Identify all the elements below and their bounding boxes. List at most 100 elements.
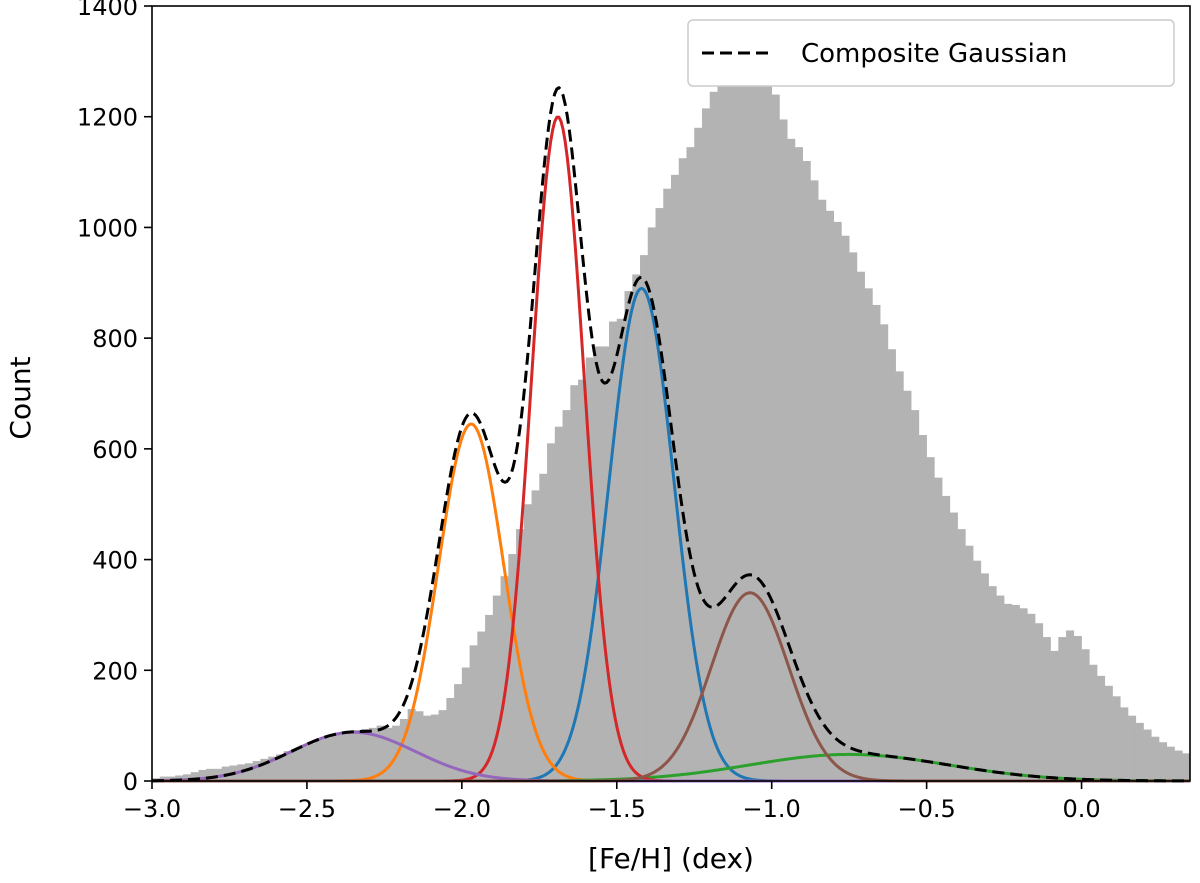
histogram-bar bbox=[430, 714, 439, 781]
histogram-bar bbox=[918, 435, 927, 781]
histogram-bar bbox=[461, 667, 470, 781]
histogram-bar bbox=[756, 72, 765, 782]
histogram-bar bbox=[864, 288, 873, 781]
histogram-bar bbox=[887, 349, 896, 781]
histogram-bar bbox=[446, 697, 455, 781]
histogram-bar bbox=[531, 490, 540, 782]
legend-label-composite: Composite Gaussian bbox=[801, 39, 1067, 69]
histogram-bar bbox=[306, 743, 315, 781]
histogram-bar bbox=[771, 94, 780, 781]
x-tick-label: −2.0 bbox=[433, 795, 491, 823]
histogram-bar bbox=[709, 91, 718, 782]
histogram-bar bbox=[957, 529, 966, 782]
histogram-bar bbox=[1112, 696, 1121, 781]
histogram-bar bbox=[1035, 623, 1044, 781]
histogram-bar bbox=[190, 772, 199, 781]
histogram-bar bbox=[624, 291, 633, 781]
y-tick-label: 0 bbox=[123, 768, 138, 796]
histogram-bar bbox=[701, 108, 711, 781]
histogram-bar bbox=[578, 379, 587, 781]
histogram-bar bbox=[926, 457, 935, 781]
histogram-bar bbox=[763, 75, 773, 781]
histogram-bar bbox=[423, 715, 432, 781]
histogram-bar bbox=[655, 208, 664, 782]
histogram-bar bbox=[1073, 635, 1082, 781]
histogram-bar bbox=[949, 512, 958, 781]
histogram-bar bbox=[1151, 736, 1160, 781]
histogram-bar bbox=[833, 221, 842, 781]
histogram-bar bbox=[694, 127, 703, 782]
histogram-bar bbox=[585, 357, 594, 781]
histogram-bar bbox=[1135, 722, 1144, 782]
histogram-bar bbox=[547, 443, 556, 781]
histogram-bar bbox=[911, 410, 920, 781]
histogram-bar bbox=[1174, 750, 1183, 781]
y-tick-label: 1000 bbox=[77, 214, 138, 242]
y-tick-label: 800 bbox=[92, 325, 138, 353]
histogram-bar bbox=[1050, 650, 1059, 781]
histogram-bar bbox=[516, 529, 525, 782]
histogram-bar bbox=[825, 210, 834, 781]
histogram-bar bbox=[601, 346, 610, 781]
histogram-bar bbox=[609, 321, 618, 781]
histogram-bar bbox=[973, 560, 982, 781]
histogram-bar bbox=[632, 274, 641, 781]
y-tick-label: 600 bbox=[92, 436, 138, 464]
histogram-bar bbox=[399, 719, 408, 781]
histogram-bar bbox=[1097, 675, 1106, 781]
histogram-bar bbox=[1081, 649, 1090, 781]
x-tick-label: −3.0 bbox=[123, 795, 181, 823]
histogram-bar bbox=[1011, 604, 1020, 781]
histogram-bar bbox=[407, 709, 416, 781]
histogram-bar bbox=[570, 385, 579, 781]
histogram-bar bbox=[485, 614, 494, 781]
histogram-bar bbox=[562, 410, 571, 781]
histogram-bar bbox=[1019, 608, 1028, 781]
histogram-bar bbox=[252, 761, 261, 781]
histogram-bar bbox=[1182, 753, 1191, 781]
histogram-bar bbox=[477, 631, 486, 781]
histogram-bars bbox=[152, 64, 1191, 782]
plot-frame bbox=[151, 5, 1191, 782]
histogram-bar bbox=[640, 255, 649, 782]
histogram-bar bbox=[368, 727, 377, 781]
histogram-bar bbox=[856, 271, 865, 781]
histogram-bar bbox=[934, 477, 943, 781]
x-tick-label: 0.0 bbox=[1062, 795, 1100, 823]
histogram-bar bbox=[384, 727, 393, 781]
histogram-bar bbox=[849, 252, 858, 782]
histogram-bar bbox=[353, 730, 362, 781]
histogram-bar bbox=[337, 732, 346, 781]
histogram-bar bbox=[1066, 630, 1075, 781]
histogram-bar bbox=[1159, 742, 1168, 781]
histogram-bar bbox=[1027, 613, 1036, 781]
histogram-bar bbox=[469, 645, 478, 782]
histogram-bar bbox=[376, 725, 385, 781]
histogram-bar bbox=[880, 324, 889, 781]
histogram-bar bbox=[345, 731, 354, 781]
y-tick-label: 200 bbox=[92, 657, 138, 685]
y-axis-title: Count bbox=[4, 356, 37, 439]
y-tick-label: 400 bbox=[92, 547, 138, 575]
y-tick-label: 1200 bbox=[77, 104, 138, 132]
histogram-bar bbox=[663, 188, 672, 781]
x-tick-label: −1.5 bbox=[588, 795, 646, 823]
histogram-bar bbox=[283, 751, 292, 781]
histogram-bar bbox=[1128, 715, 1137, 781]
histogram-bar bbox=[523, 504, 532, 781]
x-tick-label: −1.0 bbox=[743, 795, 801, 823]
histogram-bar bbox=[322, 737, 331, 781]
composite-gaussian-line bbox=[151, 86, 1191, 783]
histogram-bar bbox=[175, 775, 184, 781]
histogram-bar bbox=[903, 390, 912, 781]
histogram-bar bbox=[159, 776, 168, 781]
histogram-bar bbox=[539, 473, 548, 781]
histogram-bar bbox=[268, 756, 277, 781]
histogram-bar bbox=[1042, 637, 1051, 781]
histogram-bar bbox=[299, 745, 308, 781]
histogram-bar bbox=[678, 158, 687, 782]
legend: Composite Gaussian bbox=[687, 19, 1175, 87]
histogram-bar bbox=[841, 235, 850, 782]
histogram-bar bbox=[244, 763, 254, 781]
